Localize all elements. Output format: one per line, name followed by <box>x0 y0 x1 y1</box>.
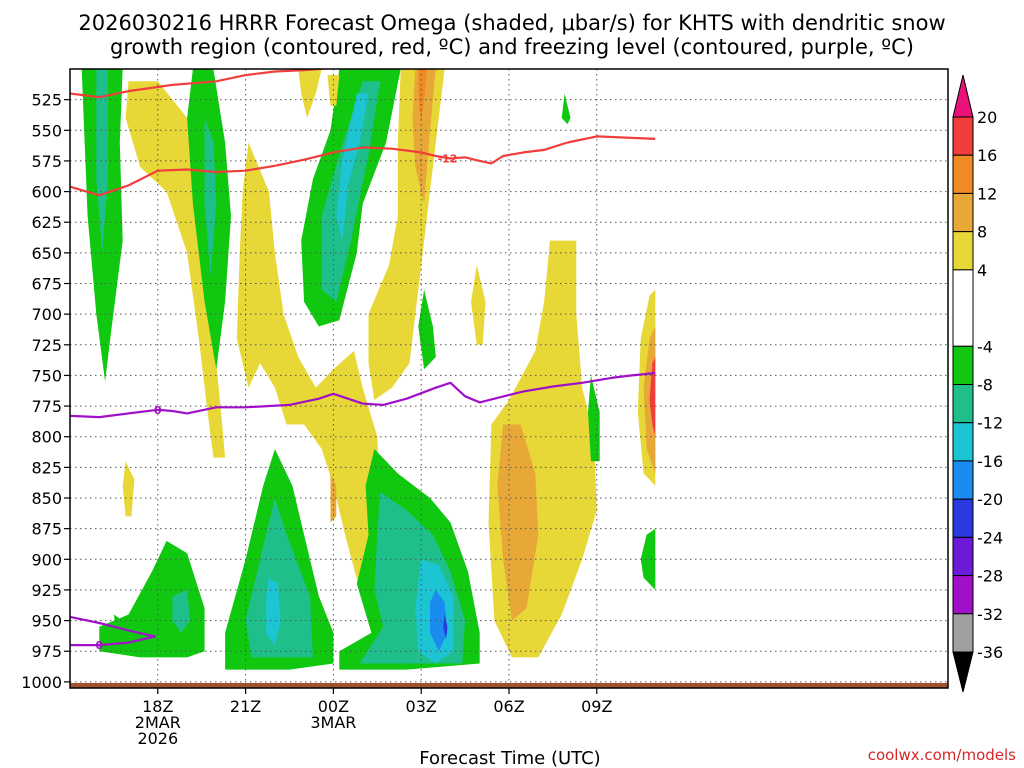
x-tick-label-09Z: 09Z <box>581 697 612 716</box>
x-tick-label-3MAR: 3MAR <box>310 713 356 732</box>
omega-cyan-22z <box>266 577 281 646</box>
omega-green-0430 <box>418 289 436 370</box>
omega-orange2-03z <box>418 69 428 125</box>
y-tick-label-875: 875 <box>31 520 62 539</box>
omega-orange-09z-right <box>643 326 656 474</box>
x-tick-label-00Z: 00Z <box>318 697 349 716</box>
y-tick-label-850: 850 <box>31 489 62 508</box>
colorbar-bin-16-20 <box>952 116 974 156</box>
y-tick-label-575: 575 <box>31 152 62 171</box>
x-tick-label-18Z: 18Z <box>142 697 173 716</box>
dendritic-red-bottom-label: -12 <box>438 152 458 165</box>
y-tick-label-650: 650 <box>31 244 62 263</box>
freezing-level-upper <box>70 371 656 419</box>
y-tick-label-900: 900 <box>31 550 62 569</box>
omega-teal-1930 <box>204 118 217 278</box>
colorbar-label--36: -36 <box>977 643 1003 662</box>
colorbar-label--32: -32 <box>977 605 1003 624</box>
x-tick-label-03Z: 03Z <box>406 697 437 716</box>
colorbar-bin--32--28 <box>952 575 974 615</box>
colorbar-label-20: 20 <box>977 108 997 127</box>
y-tick-label-550: 550 <box>31 121 62 140</box>
y-tick-label-950: 950 <box>31 612 62 631</box>
colorbar-bin--28--24 <box>952 536 974 577</box>
y-tick-label-525: 525 <box>31 91 62 110</box>
omega-green-1830 <box>99 540 205 658</box>
x-tick-label-2026: 2026 <box>137 729 178 748</box>
colorbar-bin--4-4 <box>952 269 974 347</box>
colorbar-label-4: 4 <box>977 261 987 280</box>
colorbar-label-8: 8 <box>977 223 987 242</box>
colorbar-bin-4-8 <box>952 231 974 271</box>
omega-red-09z-right <box>649 357 656 437</box>
y-tick-label-700: 700 <box>31 305 62 324</box>
omega-orange-03z <box>412 69 436 204</box>
dendritic-red-top <box>70 69 333 99</box>
omega-yellow-21z-to-00z <box>236 142 381 590</box>
x-tick-label-2MAR: 2MAR <box>135 713 181 732</box>
colorbar-label--8: -8 <box>977 376 993 395</box>
omega-yellow-0530 <box>471 265 486 345</box>
colorbar-bin--12--8 <box>952 384 974 424</box>
y-tick-label-925: 925 <box>31 581 62 600</box>
colorbar-bin-8-12 <box>952 192 974 233</box>
colorbar-label--4: -4 <box>977 337 993 356</box>
chart-title-line1: 2026030216 HRRR Forecast Omega (shaded, … <box>78 11 945 35</box>
y-tick-label-825: 825 <box>31 458 62 477</box>
y-tick-label-600: 600 <box>31 183 62 202</box>
omega-yellow-19z-top <box>298 69 322 118</box>
omega-yellow-17z <box>122 461 135 517</box>
colorbar-label--24: -24 <box>977 528 1003 547</box>
colorbar-label-12: 12 <box>977 184 997 203</box>
colorbar-label--20: -20 <box>977 490 1003 509</box>
omega-orange-06z <box>497 424 539 621</box>
x-tick-label-06Z: 06Z <box>493 697 524 716</box>
colorbar-label--28: -28 <box>977 567 1003 586</box>
colorbar-bin--24--20 <box>952 498 974 538</box>
colorbar: 20 16 12 8 4 -4 -8 -12 -16 -20 -24 -28 -32 -36 <box>952 74 1003 693</box>
dendritic-red-bottom <box>70 135 656 197</box>
x-tick-label-21Z: 21Z <box>230 697 261 716</box>
omega-teal-1830 <box>172 589 190 633</box>
colorbar-under-triangle <box>952 651 974 693</box>
y-tick-label-775: 775 <box>31 397 62 416</box>
colorbar-bin-12-16 <box>952 154 974 194</box>
omega-green-07z <box>561 93 571 125</box>
chart-title-line2: growth region (contoured, red, ºC) and f… <box>110 35 914 59</box>
colorbar-label-16: 16 <box>977 146 997 165</box>
omega-teal-22z <box>245 498 313 658</box>
y-tick-label-725: 725 <box>31 336 62 355</box>
y-tick-label-625: 625 <box>31 213 62 232</box>
omega-teal-early-column <box>96 69 108 253</box>
colorbar-label--12: -12 <box>977 414 1003 433</box>
omega-orange-00z-small <box>330 473 337 523</box>
colorbar-bin--8--4 <box>952 345 974 385</box>
y-tick-label-975: 975 <box>31 642 62 661</box>
colorbar-bin--36--32 <box>952 613 974 653</box>
contour-lines: -12 0 0 <box>70 69 656 652</box>
freezing-level-upper-label: 0 <box>154 404 162 417</box>
y-tick-label-800: 800 <box>31 428 62 447</box>
freezing-level-lower-label: 0 <box>95 639 103 652</box>
freezing-level-lower <box>70 615 156 647</box>
grid-lines <box>70 69 948 688</box>
y-axis: 525 550 575 600 625 650 675 700 725 750 775 800 825 8… <box>21 91 70 692</box>
colorbar-over-triangle <box>952 74 974 118</box>
omega-darkblue-02z <box>443 614 448 639</box>
colorbar-bin--20--16 <box>952 460 974 500</box>
omega-green-09z-right <box>640 528 656 590</box>
omega-shading <box>81 69 656 670</box>
y-tick-label-1000: 1000 <box>21 673 62 692</box>
x-axis-label: Forecast Time (UTC) <box>419 748 600 768</box>
y-tick-label-750: 750 <box>31 366 62 385</box>
colorbar-label--16: -16 <box>977 452 1003 471</box>
y-tick-label-675: 675 <box>31 275 62 294</box>
omega-blue-02z <box>430 589 448 652</box>
credit-text: coolwx.com/models <box>868 746 1016 764</box>
colorbar-bin--16--12 <box>952 422 974 462</box>
